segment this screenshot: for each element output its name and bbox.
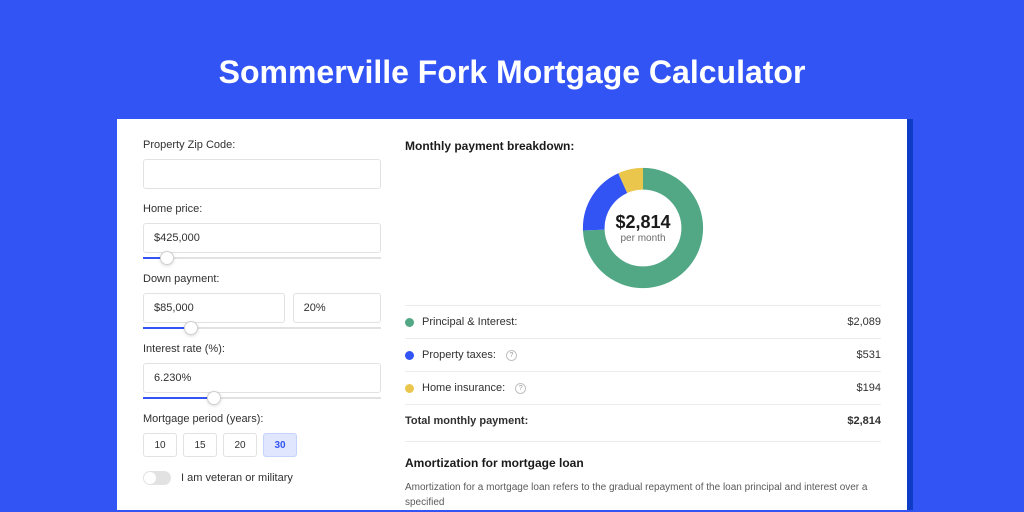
donut-wrap: $2,814 per month: [405, 163, 881, 293]
legend-dot: [405, 351, 414, 360]
total-row: Total monthly payment: $2,814: [405, 404, 881, 437]
mortgage-period-field-group: Mortgage period (years): 10152030: [143, 413, 381, 457]
legend-row-0: Principal & Interest: $2,089: [405, 305, 881, 338]
breakdown-panel: Monthly payment breakdown: $2,814 per mo…: [405, 139, 881, 510]
breakdown-heading: Monthly payment breakdown:: [405, 139, 881, 153]
interest-rate-slider-thumb[interactable]: [207, 391, 221, 405]
down-payment-label: Down payment:: [143, 273, 381, 285]
donut-sub: per month: [620, 233, 665, 244]
period-btn-30[interactable]: 30: [263, 433, 297, 457]
zip-label: Property Zip Code:: [143, 139, 381, 151]
veteran-toggle[interactable]: [143, 471, 171, 485]
legend-row-1: Property taxes:? $531: [405, 338, 881, 371]
help-icon[interactable]: ?: [506, 350, 517, 361]
veteran-toggle-row: I am veteran or military: [143, 471, 381, 485]
zip-input[interactable]: [143, 159, 381, 189]
legend-row-2: Home insurance:? $194: [405, 371, 881, 404]
legend-value: $194: [857, 382, 881, 394]
page-title: Sommerville Fork Mortgage Calculator: [0, 0, 1024, 119]
interest-rate-slider[interactable]: [143, 397, 381, 399]
down-payment-pct-input[interactable]: [293, 293, 381, 323]
legend-label: Property taxes:: [422, 349, 496, 361]
period-btn-20[interactable]: 20: [223, 433, 257, 457]
home-price-slider[interactable]: [143, 257, 381, 259]
interest-rate-input[interactable]: [143, 363, 381, 393]
home-price-input[interactable]: [143, 223, 381, 253]
interest-rate-label: Interest rate (%):: [143, 343, 381, 355]
legend-dot: [405, 318, 414, 327]
down-payment-amount-input[interactable]: [143, 293, 285, 323]
down-payment-field-group: Down payment:: [143, 273, 381, 329]
legend-label: Principal & Interest:: [422, 316, 517, 328]
calculator-card: Property Zip Code: Home price: Down paym…: [117, 119, 907, 510]
down-payment-slider-thumb[interactable]: [184, 321, 198, 335]
total-label: Total monthly payment:: [405, 415, 528, 427]
legend-value: $2,089: [847, 316, 881, 328]
home-price-slider-thumb[interactable]: [160, 251, 174, 265]
period-btn-15[interactable]: 15: [183, 433, 217, 457]
donut-chart: $2,814 per month: [578, 163, 708, 293]
amortization-body: Amortization for a mortgage loan refers …: [405, 480, 881, 510]
veteran-toggle-knob: [144, 472, 156, 484]
donut-amount: $2,814: [615, 212, 670, 233]
form-panel: Property Zip Code: Home price: Down paym…: [143, 139, 381, 510]
amortization-section: Amortization for mortgage loan Amortizat…: [405, 441, 881, 510]
mortgage-period-label: Mortgage period (years):: [143, 413, 381, 425]
total-value: $2,814: [847, 415, 881, 427]
help-icon[interactable]: ?: [515, 383, 526, 394]
period-btn-10[interactable]: 10: [143, 433, 177, 457]
legend-label: Home insurance:: [422, 382, 505, 394]
interest-rate-field-group: Interest rate (%):: [143, 343, 381, 399]
legend-value: $531: [857, 349, 881, 361]
home-price-field-group: Home price:: [143, 203, 381, 259]
veteran-label: I am veteran or military: [181, 472, 293, 484]
amortization-heading: Amortization for mortgage loan: [405, 456, 881, 470]
zip-field-group: Property Zip Code:: [143, 139, 381, 189]
down-payment-slider[interactable]: [143, 327, 381, 329]
home-price-label: Home price:: [143, 203, 381, 215]
legend-dot: [405, 384, 414, 393]
